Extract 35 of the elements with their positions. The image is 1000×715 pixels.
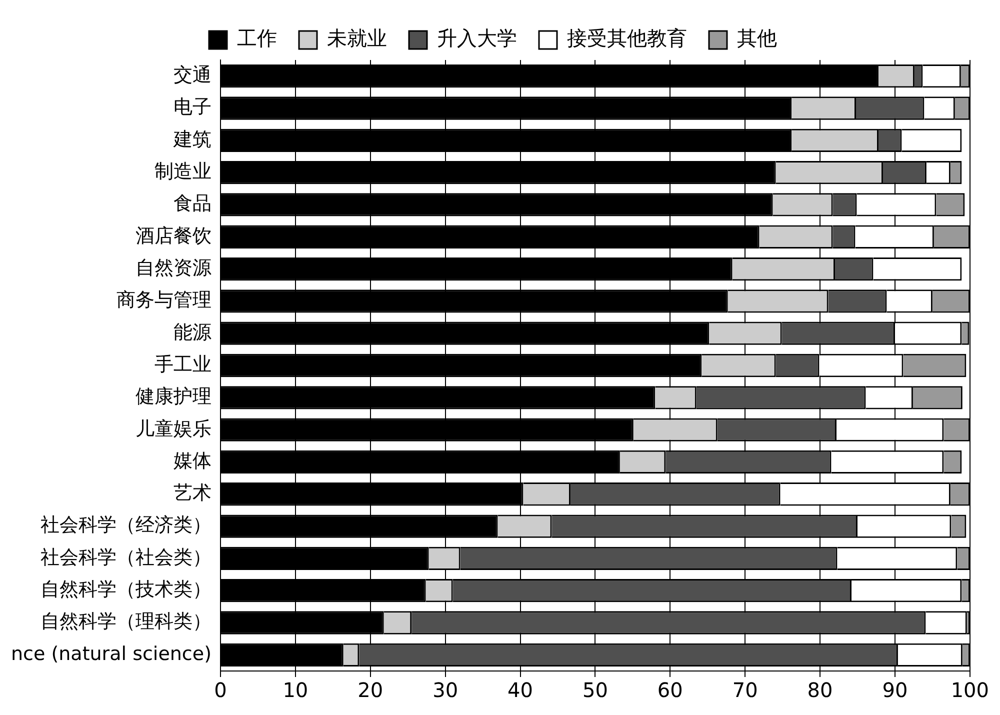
y-tick-label: 商务与管理 [116, 289, 212, 312]
x-tick-label: 100 [950, 678, 990, 702]
y-tick-label: 自然科学（理科类） [40, 610, 212, 633]
y-tick-label: 制造业 [154, 160, 212, 182]
y-tick-label: 自然科学（技术类） [40, 578, 212, 601]
legend-label: 升入大学 [437, 26, 517, 50]
y-tick-label: 社会科学（经济类） [40, 514, 212, 536]
y-tick-label: 健康护理 [135, 386, 212, 408]
legend-label: 接受其他教育 [567, 26, 687, 50]
x-tick-label: 50 [582, 678, 608, 702]
x-tick-label: 30 [432, 678, 458, 702]
legend-label: 其他 [737, 26, 777, 50]
legend-label: 工作 [237, 26, 277, 50]
x-tick-label: 20 [358, 678, 384, 702]
x-tick-label: 40 [508, 678, 533, 702]
x-tick-label: 10 [282, 678, 308, 702]
y-tick-label: 媒体 [173, 450, 212, 472]
y-tick-label: 交通 [173, 64, 212, 86]
y-tick-label: 酒店餐饮 [135, 224, 212, 247]
x-tick-label: 70 [732, 678, 758, 702]
y-tick-label: 自然资源 [135, 256, 212, 279]
y-tick-label: 艺术 [173, 482, 212, 504]
x-tick-label: 80 [807, 678, 833, 702]
y-tick-label: 儿童娱乐 [135, 418, 212, 440]
x-tick-label: 0 [214, 678, 227, 702]
x-tick-label: 90 [882, 678, 908, 702]
y-tick-label: 食品 [173, 192, 212, 215]
y-tick-label: 手工业 [154, 353, 212, 376]
y-tick-label: 建筑 [172, 128, 212, 150]
y-tick-label: 社会科学（社会类） [40, 546, 212, 568]
y-tick-label: nce (natural science) [11, 642, 212, 665]
y-tick-label: 电子 [173, 96, 212, 118]
legend-label: 未就业 [327, 26, 387, 50]
y-tick-label: 能源 [173, 321, 212, 344]
x-tick-label: 60 [657, 678, 683, 702]
